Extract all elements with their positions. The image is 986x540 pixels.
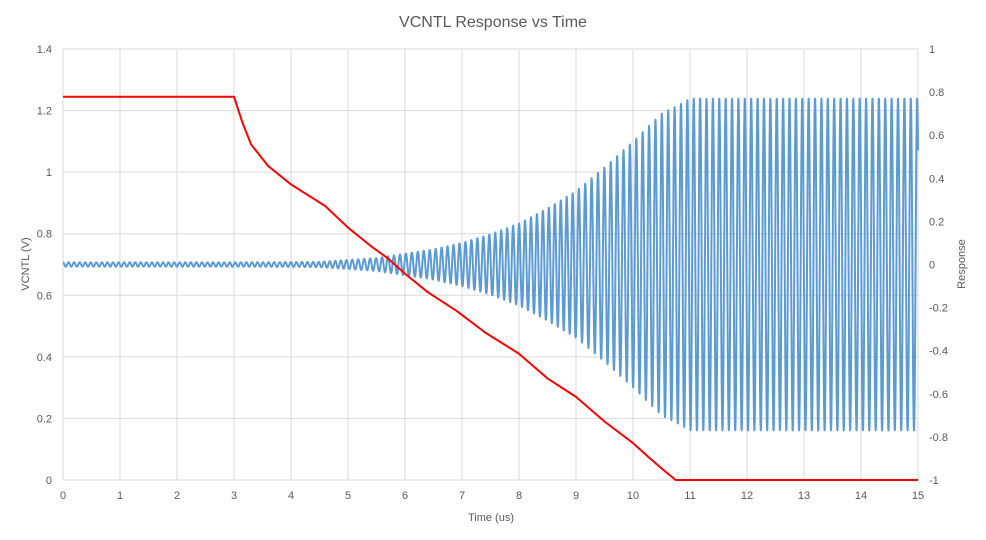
right-y-tick-label: 1: [929, 44, 935, 56]
x-tick-label: 5: [345, 490, 351, 502]
x-tick-label: 2: [174, 490, 180, 502]
x-tick-label: 3: [231, 490, 237, 502]
x-tick-label: 1: [117, 490, 123, 502]
x-tick-label: 14: [855, 490, 867, 502]
left-y-tick-label: 1: [46, 167, 52, 179]
x-tick-label: 4: [288, 490, 294, 502]
right-y-tick-label: -0.4: [929, 346, 948, 358]
series-lines: [62, 95, 919, 481]
vcntl-series-line: [63, 95, 918, 481]
left-y-tick-label: 0.2: [37, 413, 52, 425]
right-y-tick-label: -1: [929, 475, 939, 487]
x-tick-label: 11: [684, 490, 695, 502]
left-y-tick-label: 0.8: [37, 229, 52, 241]
right-y-tick-label: -0.8: [929, 432, 948, 444]
left-y-tick-label: 1.4: [37, 44, 52, 56]
x-tick-label: 0: [60, 490, 66, 502]
x-tick-label: 13: [798, 490, 810, 502]
right-y-tick-label: -0.2: [929, 303, 948, 315]
left-y-tick-labels: 0 0.2 0.4 0.6 0.8 1 1.2 1.4: [37, 44, 52, 487]
right-y-tick-label: 0.6: [929, 130, 944, 142]
right-y-tick-label: 0: [929, 260, 935, 272]
x-tick-label: 12: [741, 490, 753, 502]
x-axis-title: Time (us): [468, 512, 514, 524]
right-y-axis-title: Response: [956, 239, 968, 289]
x-tick-label: 6: [402, 490, 408, 502]
left-y-tick-label: 1.2: [37, 106, 52, 118]
x-tick-label: 7: [459, 490, 465, 502]
right-y-tick-label: 0.4: [929, 173, 944, 185]
x-tick-label: 9: [573, 490, 579, 502]
left-y-tick-label: 0.4: [37, 352, 52, 364]
x-tick-labels: 0 1 2 3 4 5 6 7 8 9 10 11 12 13 14 15: [60, 490, 924, 502]
x-tick-label: 15: [912, 490, 924, 502]
response-series-line: [62, 97, 919, 432]
right-y-tick-label: 0.2: [929, 216, 944, 228]
right-y-tick-labels: -1 -0.8 -0.6 -0.4 -0.2 0 0.2 0.4 0.6 0.8 1: [929, 44, 948, 487]
right-y-tick-label: 0.8: [929, 87, 944, 99]
x-tick-label: 10: [627, 490, 639, 502]
left-y-tick-label: 0: [46, 475, 52, 487]
left-y-tick-label: 0.6: [37, 290, 52, 302]
right-y-tick-label: -0.6: [929, 389, 948, 401]
left-y-axis-title: VCNTL (V): [20, 237, 32, 290]
x-tick-label: 8: [516, 490, 522, 502]
chart-title: VCNTL Response vs Time: [399, 14, 587, 31]
